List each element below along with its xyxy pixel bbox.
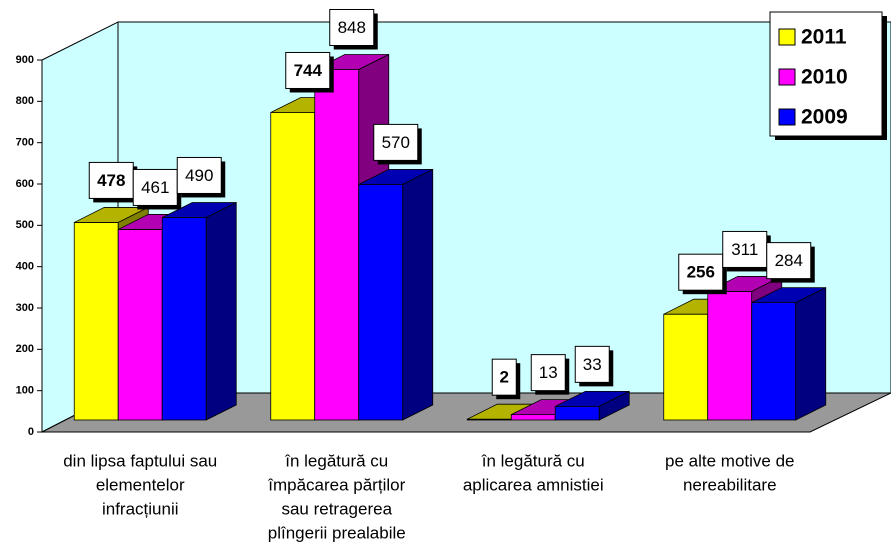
label-box bbox=[176, 156, 222, 194]
bar-side bbox=[205, 201, 237, 421]
y-tick-label: 500 bbox=[16, 219, 34, 231]
value-label: 311 bbox=[731, 240, 758, 259]
value-label: 478 bbox=[97, 171, 125, 190]
y-tick-label: 800 bbox=[16, 95, 34, 107]
bar bbox=[707, 291, 753, 421]
y-tick-label: 600 bbox=[16, 178, 34, 190]
value-label: 848 bbox=[338, 18, 366, 37]
bar-side bbox=[795, 286, 827, 421]
x-tick-label: pe alte motive de bbox=[665, 451, 794, 470]
label-box bbox=[530, 354, 566, 392]
legend: 2011 2010 2009 bbox=[769, 11, 887, 140]
y-tick-label: 700 bbox=[16, 137, 34, 149]
y-tick-label: 900 bbox=[16, 54, 34, 66]
legend-swatch bbox=[778, 108, 796, 126]
y-tick-label: 100 bbox=[16, 385, 34, 397]
label-box bbox=[285, 51, 331, 89]
label-box bbox=[132, 168, 178, 206]
x-tick-label: nereabilitare bbox=[683, 475, 777, 494]
x-tick-label: în legătură cu bbox=[284, 451, 388, 470]
label-box bbox=[373, 123, 419, 161]
y-tick-label: 0 bbox=[28, 426, 34, 438]
data-label: 2 bbox=[491, 358, 521, 400]
bar bbox=[358, 183, 404, 421]
x-tick-label: elementelor bbox=[96, 475, 185, 494]
legend-label: 2010 bbox=[801, 66, 848, 89]
x-tick-label: în legătură cu bbox=[481, 451, 585, 470]
bar bbox=[751, 302, 797, 421]
bar bbox=[554, 405, 600, 421]
bar bbox=[510, 414, 556, 421]
label-box bbox=[678, 253, 724, 291]
label-box bbox=[329, 8, 375, 46]
value-label: 461 bbox=[141, 178, 169, 197]
legend-label: 2011 bbox=[801, 26, 847, 49]
label-box bbox=[722, 230, 768, 268]
bar-side bbox=[402, 168, 434, 421]
value-label: 256 bbox=[687, 263, 715, 282]
value-label: 490 bbox=[185, 166, 213, 185]
bar bbox=[117, 229, 163, 421]
value-label: 33 bbox=[583, 355, 602, 374]
data-label: 744 bbox=[285, 51, 334, 93]
data-label: 13 bbox=[530, 354, 570, 395]
data-label: 490 bbox=[176, 156, 226, 198]
y-tick-label: 400 bbox=[16, 261, 34, 273]
x-tick-label: din lipsa faptului sau bbox=[63, 451, 217, 470]
legend-swatch bbox=[778, 68, 796, 86]
value-label: 13 bbox=[539, 363, 558, 382]
value-label: 284 bbox=[775, 251, 803, 270]
bar bbox=[270, 112, 316, 421]
value-label: 570 bbox=[382, 133, 410, 152]
data-label: 461 bbox=[132, 168, 182, 210]
label-box bbox=[766, 242, 812, 280]
legend-swatch bbox=[778, 28, 796, 46]
legend-label: 2009 bbox=[801, 106, 848, 129]
x-tick-label: plîngerii prealabile bbox=[268, 523, 406, 542]
label-box bbox=[574, 345, 610, 383]
data-label: 256 bbox=[678, 253, 727, 295]
label-box bbox=[491, 358, 517, 396]
bar bbox=[161, 217, 207, 421]
data-label: 570 bbox=[373, 123, 422, 165]
x-tick-label: împăcarea părților bbox=[267, 475, 405, 494]
data-label: 478 bbox=[88, 161, 138, 203]
data-label: 311 bbox=[722, 230, 771, 272]
data-label: 848 bbox=[329, 8, 378, 50]
bar bbox=[73, 222, 119, 421]
value-label: 2 bbox=[500, 368, 509, 387]
value-label: 744 bbox=[294, 61, 323, 80]
x-tick-label: aplicarea amnistiei bbox=[463, 475, 604, 494]
x-tick-label: sau retragerea bbox=[281, 499, 392, 518]
x-tick-label: infracțiunii bbox=[102, 499, 179, 518]
data-label: 284 bbox=[766, 242, 815, 283]
y-tick-label: 300 bbox=[16, 302, 34, 314]
bar-side bbox=[598, 390, 630, 421]
y-tick-label: 200 bbox=[16, 343, 34, 355]
bar bbox=[663, 313, 709, 421]
data-label: 33 bbox=[574, 345, 614, 387]
bar bbox=[314, 69, 360, 421]
